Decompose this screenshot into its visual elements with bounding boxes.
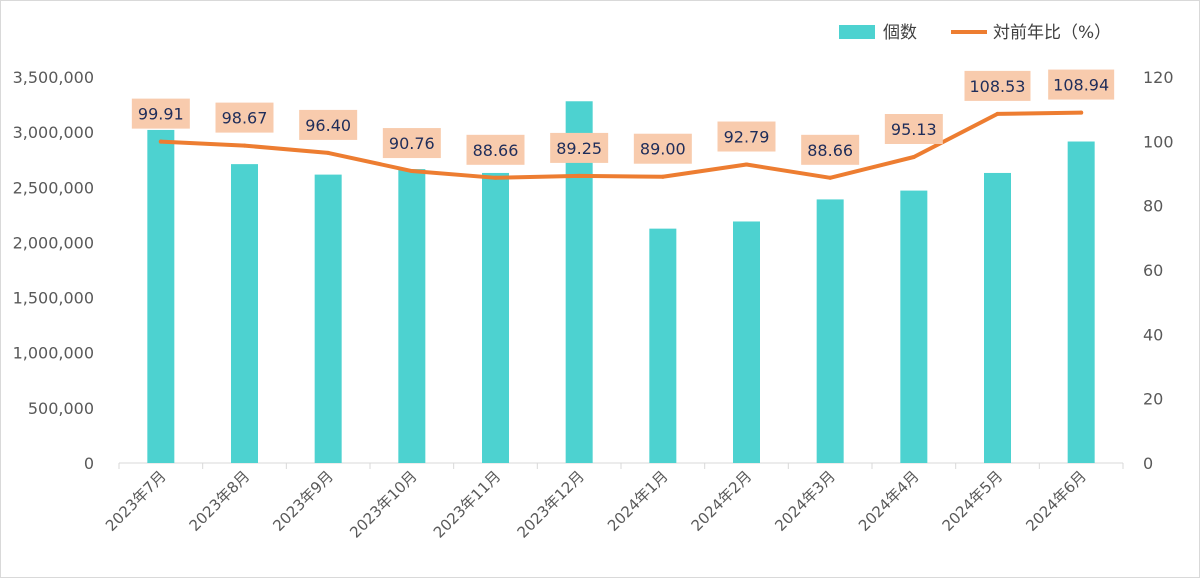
bar — [231, 164, 258, 463]
line-point — [828, 175, 833, 180]
data-label-box — [131, 98, 190, 129]
bar — [1067, 141, 1095, 463]
y-right-tick-label: 80 — [1143, 197, 1163, 216]
bar — [314, 174, 342, 464]
data-label: 98.67 — [215, 102, 274, 133]
legend-swatch-bar — [839, 25, 875, 39]
x-tick-label: 2024年1月 — [604, 467, 672, 535]
legend: 個数 対前年比（%） — [839, 23, 1111, 43]
data-label-text: 99.91 — [138, 105, 184, 124]
line-point — [995, 111, 1000, 116]
data-label-box — [1048, 69, 1115, 100]
line-point — [911, 154, 916, 159]
data-label-text: 88.66 — [807, 141, 853, 160]
y-right-tick-label: 0 — [1143, 454, 1153, 473]
bar-series — [147, 101, 1095, 464]
y-right-tick-label: 60 — [1143, 261, 1163, 280]
bar — [482, 172, 509, 463]
bar — [649, 228, 677, 463]
data-label: 89.00 — [633, 133, 692, 164]
data-label-box — [633, 133, 692, 164]
data-label-box — [550, 132, 609, 163]
bar — [984, 172, 1011, 463]
y-left-tick-label: 3,000,000 — [13, 123, 94, 142]
bar — [733, 221, 760, 463]
data-label: 89.25 — [550, 132, 609, 163]
line-series-path — [158, 110, 1084, 180]
data-label-text: 92.79 — [724, 128, 770, 147]
line-point — [744, 162, 749, 167]
bar — [816, 199, 844, 463]
line-point — [409, 169, 414, 174]
data-label-box — [466, 134, 525, 165]
line-point — [577, 173, 582, 178]
y-left-tick-label: 3,500,000 — [13, 68, 94, 87]
data-label: 88.66 — [801, 134, 860, 165]
data-label-box — [717, 121, 776, 152]
data-label-text: 88.66 — [473, 141, 519, 160]
data-label-box — [382, 128, 441, 159]
data-label-box — [884, 113, 943, 144]
data-label: 96.40 — [299, 109, 358, 140]
data-label: 88.66 — [466, 134, 525, 165]
line-point — [493, 175, 498, 180]
data-label-text: 90.76 — [389, 134, 435, 153]
legend-label-bar: 個数 — [883, 23, 917, 43]
data-label: 108.53 — [964, 70, 1031, 101]
data-label-text: 96.40 — [305, 116, 351, 135]
data-label-box — [964, 70, 1031, 101]
data-label-box — [801, 134, 860, 165]
data-label: 95.13 — [884, 113, 943, 144]
y-left-tick-label: 500,000 — [28, 399, 94, 418]
data-label-text: 108.53 — [970, 77, 1026, 96]
data-label: 99.91 — [131, 98, 190, 129]
x-tick-label: 2023年8月 — [186, 467, 254, 535]
line-point — [1079, 110, 1084, 115]
bar — [900, 190, 928, 463]
data-label-text: 108.94 — [1053, 76, 1109, 95]
data-label: 108.94 — [1048, 69, 1115, 100]
x-tick-label: 2023年7月 — [102, 467, 170, 535]
x-tick-label: 2023年11月 — [430, 467, 504, 541]
data-label: 92.79 — [717, 121, 776, 152]
x-tick-label: 2023年10月 — [346, 467, 420, 541]
y-right-tick-label: 40 — [1143, 325, 1163, 344]
legend-label-line: 対前年比（%） — [993, 23, 1111, 43]
data-label-text: 98.67 — [222, 109, 268, 128]
line-point — [242, 143, 247, 148]
y-right-tick-label: 120 — [1143, 68, 1174, 87]
data-label: 90.76 — [382, 128, 441, 159]
line-point — [660, 174, 665, 179]
bar — [398, 169, 426, 464]
y-right-tick-label: 100 — [1143, 132, 1174, 151]
bar — [147, 129, 175, 464]
x-tick-label: 2024年3月 — [771, 467, 839, 535]
line-point — [326, 150, 331, 155]
x-tick-label: 2024年5月 — [939, 467, 1007, 535]
data-label-text: 89.00 — [640, 140, 686, 159]
y-left-tick-label: 2,500,000 — [13, 178, 94, 197]
x-tick-label: 2023年12月 — [514, 467, 588, 541]
y-left-tick-label: 0 — [84, 454, 94, 473]
x-tick-label: 2024年2月 — [688, 467, 756, 535]
x-tick-label: 2023年9月 — [269, 467, 337, 535]
data-label-text: 95.13 — [891, 120, 937, 139]
x-tick-label: 2024年4月 — [855, 467, 923, 535]
y-right-tick-label: 20 — [1143, 390, 1163, 409]
data-label-text: 89.25 — [556, 139, 602, 158]
x-tick-label: 2024年6月 — [1022, 467, 1090, 535]
line-series — [158, 110, 1084, 180]
y-left-tick-label: 2,000,000 — [13, 233, 94, 252]
data-label-box — [215, 102, 274, 133]
y-left-tick-label: 1,500,000 — [13, 289, 94, 308]
y-left-tick-label: 1,000,000 — [13, 344, 94, 363]
line-point — [158, 139, 163, 144]
data-label-box — [299, 109, 358, 140]
data-labels: 99.91 98.67 96.40 90.76 88.66 89.25 89.00 92.79… — [131, 69, 1115, 165]
